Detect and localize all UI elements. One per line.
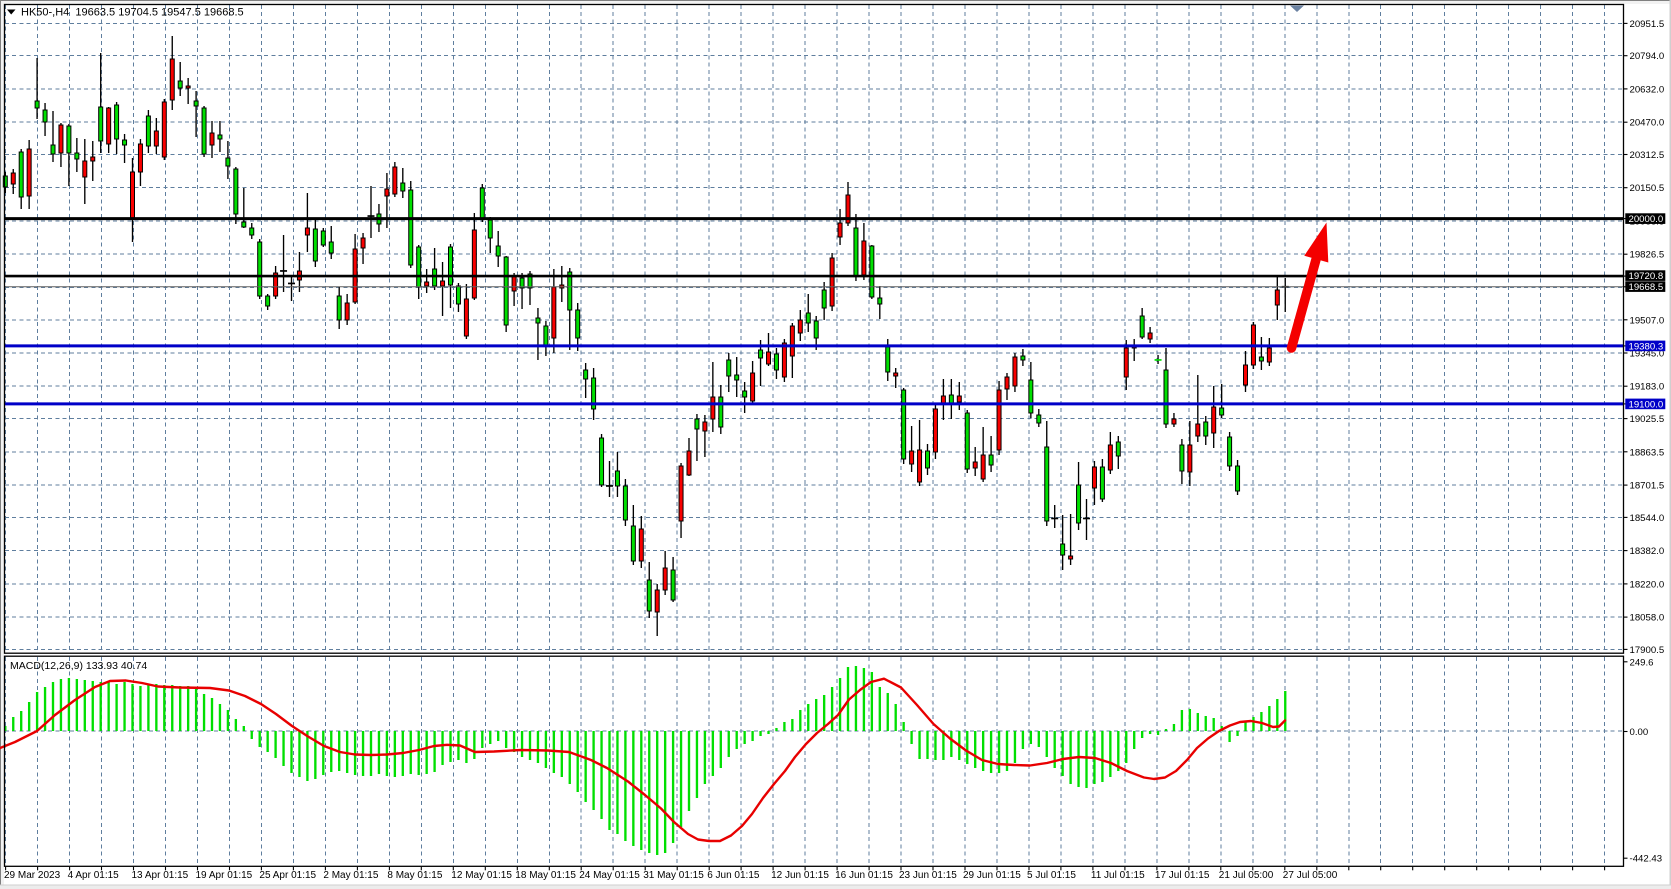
svg-text:19183.0: 19183.0 (1630, 382, 1665, 393)
svg-text:249.6: 249.6 (1630, 657, 1654, 668)
svg-text:20794.0: 20794.0 (1630, 51, 1665, 62)
svg-text:18701.5: 18701.5 (1630, 481, 1665, 492)
svg-text:4 Apr 01:15: 4 Apr 01:15 (68, 870, 120, 881)
svg-text:31 May 01:15: 31 May 01:15 (643, 870, 704, 881)
svg-text:21 Jul 05:00: 21 Jul 05:00 (1219, 870, 1274, 881)
svg-text:20951.5: 20951.5 (1630, 19, 1665, 30)
svg-text:25 Apr 01:15: 25 Apr 01:15 (259, 870, 316, 881)
svg-text:19025.5: 19025.5 (1630, 414, 1665, 425)
svg-text:5 Jul 01:15: 5 Jul 01:15 (1027, 870, 1076, 881)
svg-text:HK50-,H4 19663.5 19704.5 1954: HK50-,H4 19663.5 19704.5 19547.5 19668.5 (21, 7, 244, 19)
svg-text:13 Apr 01:15: 13 Apr 01:15 (132, 870, 189, 881)
svg-text:20150.5: 20150.5 (1630, 183, 1665, 194)
svg-text:8 May 01:15: 8 May 01:15 (387, 870, 442, 881)
svg-text:18382.0: 18382.0 (1630, 546, 1665, 557)
svg-text:19380.3: 19380.3 (1629, 342, 1664, 353)
svg-text:19668.5: 19668.5 (1629, 282, 1664, 293)
svg-text:2 May 01:15: 2 May 01:15 (323, 870, 378, 881)
svg-text:0.00: 0.00 (1630, 727, 1649, 738)
svg-text:17 Jul 01:15: 17 Jul 01:15 (1155, 870, 1210, 881)
svg-text:19826.5: 19826.5 (1630, 250, 1665, 261)
svg-text:6 Jun 01:15: 6 Jun 01:15 (707, 870, 760, 881)
svg-text:18544.0: 18544.0 (1630, 513, 1665, 524)
svg-text:27 Jul 05:00: 27 Jul 05:00 (1283, 870, 1338, 881)
svg-text:24 May 01:15: 24 May 01:15 (579, 870, 640, 881)
svg-text:-442.43: -442.43 (1630, 854, 1663, 865)
svg-text:11 Jul 01:15: 11 Jul 01:15 (1091, 870, 1145, 881)
svg-text:20632.0: 20632.0 (1630, 84, 1665, 95)
svg-text:19 Apr 01:15: 19 Apr 01:15 (196, 870, 253, 881)
svg-text:17900.5: 17900.5 (1630, 645, 1665, 656)
svg-text:20000.0: 20000.0 (1629, 214, 1664, 225)
svg-text:29 Mar 2023: 29 Mar 2023 (4, 870, 61, 881)
svg-text:20470.0: 20470.0 (1630, 118, 1665, 129)
svg-text:19100.0: 19100.0 (1629, 400, 1664, 411)
svg-text:12 May 01:15: 12 May 01:15 (451, 870, 512, 881)
svg-text:29 Jun 01:15: 29 Jun 01:15 (963, 870, 1021, 881)
svg-text:19507.0: 19507.0 (1630, 315, 1665, 326)
svg-text:20312.5: 20312.5 (1630, 150, 1665, 161)
svg-text:12 Jun 01:15: 12 Jun 01:15 (771, 870, 829, 881)
svg-text:19720.8: 19720.8 (1629, 271, 1664, 282)
svg-text:23 Jun 01:15: 23 Jun 01:15 (899, 870, 957, 881)
svg-text:MACD(12,26,9) 133.93 40.74: MACD(12,26,9) 133.93 40.74 (10, 660, 147, 672)
svg-text:16 Jun 01:15: 16 Jun 01:15 (835, 870, 893, 881)
svg-text:18220.0: 18220.0 (1630, 579, 1665, 590)
svg-text:18 May 01:15: 18 May 01:15 (515, 870, 576, 881)
svg-text:19345.0: 19345.0 (1630, 349, 1665, 360)
svg-text:18058.0: 18058.0 (1630, 613, 1665, 624)
svg-text:18863.5: 18863.5 (1630, 447, 1665, 458)
